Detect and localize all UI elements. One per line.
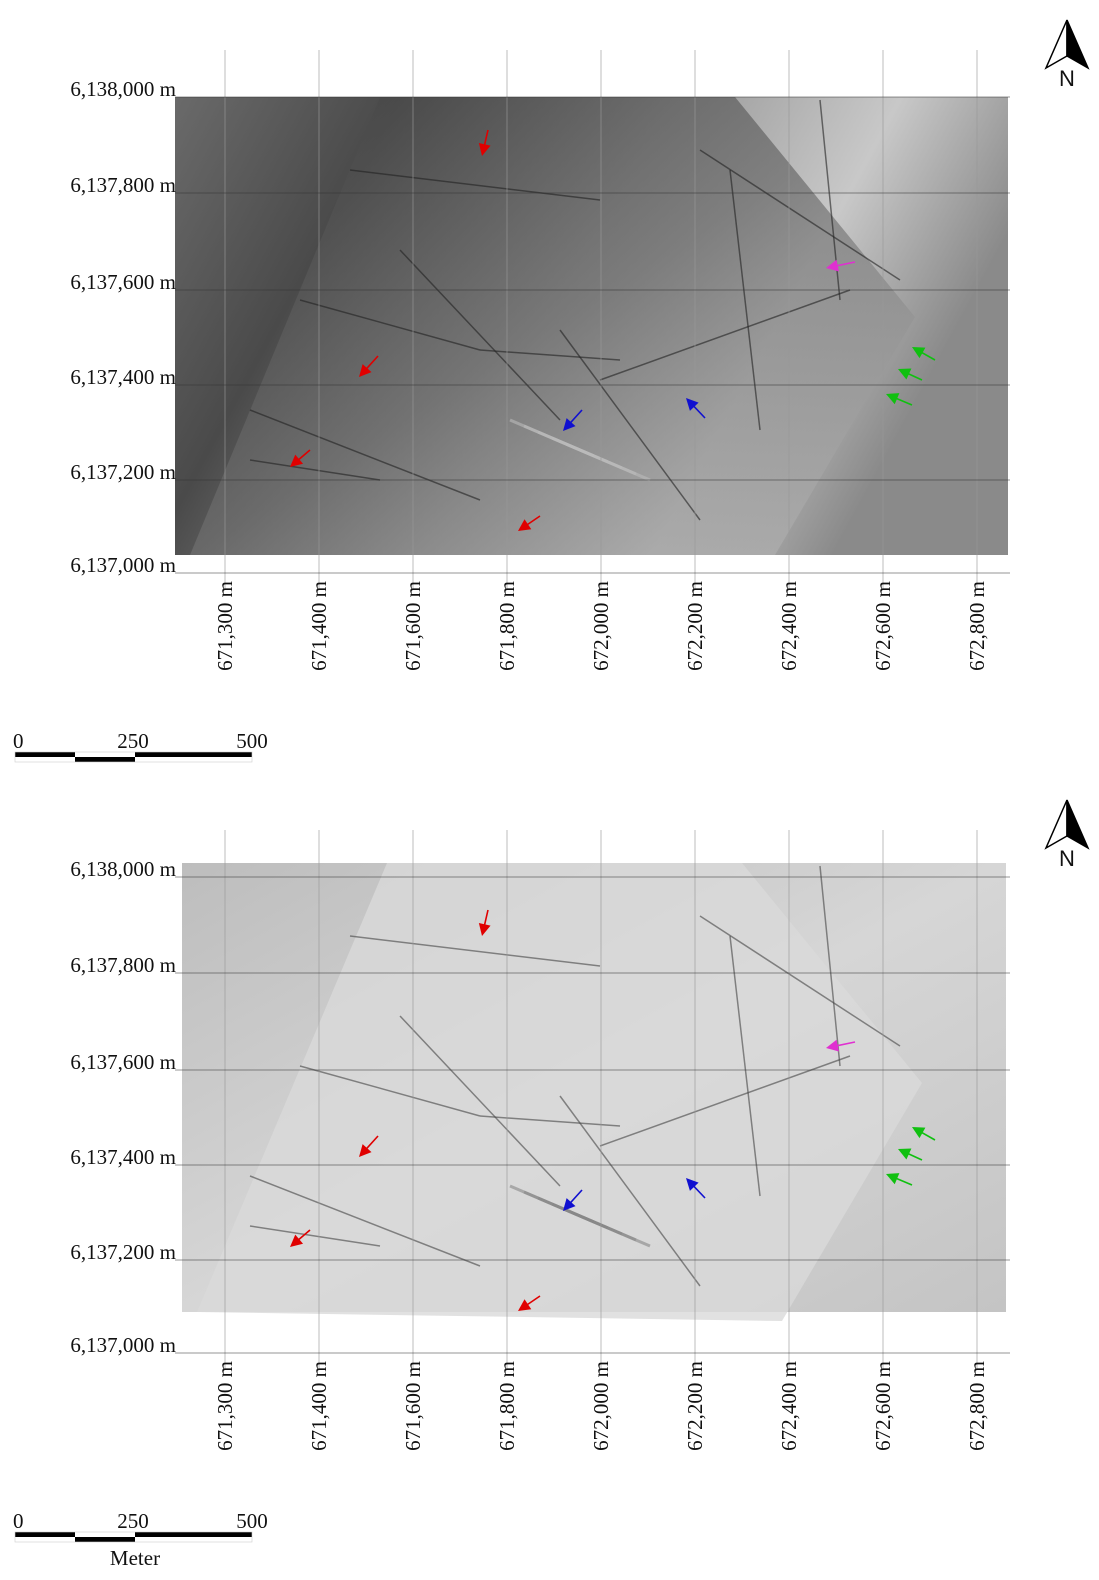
x-coordinate-label: 672,000 m — [589, 581, 613, 671]
arrow-head — [563, 1198, 576, 1211]
arrow-head — [478, 142, 491, 156]
arrow-head — [359, 364, 372, 377]
scale-segment — [135, 752, 252, 757]
arrow-head — [898, 1148, 912, 1160]
y-coordinate-label: 6,137,000 m — [70, 1333, 176, 1357]
arrow-head — [686, 398, 699, 411]
x-coordinate-label: 672,000 m — [589, 1361, 613, 1451]
scale-label: 500 — [236, 1509, 268, 1533]
terrain-feature — [299, 1065, 481, 1117]
y-coordinate-label: 6,137,800 m — [70, 953, 176, 977]
terrain-feature — [599, 1055, 851, 1147]
scale-segment — [75, 757, 135, 762]
scale-label: 0 — [13, 729, 24, 753]
x-coordinate-label: 672,400 m — [777, 1361, 801, 1451]
terrain-feature — [249, 1175, 481, 1267]
arrow-head — [518, 1299, 532, 1311]
scale-outline — [14, 1531, 253, 1543]
y-coordinate-label: 6,137,800 m — [70, 173, 176, 197]
x-coordinate-label: 671,300 m — [213, 1361, 237, 1451]
map-panel: 6,138,000 m 6,137,800 m 6,137,600 m 6,137,4… — [13, 799, 1090, 1570]
scale-outline — [14, 751, 253, 763]
arrow-head — [886, 393, 900, 405]
x-coordinate-label: 671,300 m — [213, 581, 237, 671]
north-arrow — [1066, 799, 1090, 850]
y-coordinate-label: 6,137,600 m — [70, 270, 176, 294]
arrow-head — [518, 519, 532, 531]
terrain-feature — [349, 169, 601, 201]
x-coordinate-label: 671,800 m — [495, 581, 519, 671]
scale-label: 0 — [13, 1509, 24, 1533]
scale-label: 250 — [117, 1509, 149, 1533]
terrain-feature — [249, 1225, 381, 1247]
x-coordinate-label: 671,800 m — [495, 1361, 519, 1451]
ridge — [579, 448, 651, 482]
x-coordinate-label: 672,600 m — [871, 1361, 895, 1451]
arrow-head — [359, 1144, 372, 1157]
terrain-feature — [729, 169, 761, 431]
terrain-feature — [819, 865, 841, 1067]
arrow-head — [290, 454, 304, 467]
terrain-feature — [399, 1015, 561, 1187]
north-arrow — [1066, 19, 1090, 70]
arrow-head — [886, 1173, 900, 1185]
terrain-feature — [479, 1115, 621, 1127]
scale-segment — [15, 1532, 75, 1537]
scale-label: 250 — [117, 729, 149, 753]
x-coordinate-label: 672,800 m — [965, 1361, 989, 1451]
forest-area — [190, 97, 915, 555]
x-coordinate-label: 672,200 m — [683, 581, 707, 671]
x-coordinate-label: 672,400 m — [777, 581, 801, 671]
arrow-head — [563, 418, 576, 431]
arrow-head — [826, 259, 839, 272]
y-coordinate-label: 6,137,400 m — [70, 1145, 176, 1169]
terrain-feature — [349, 935, 601, 967]
arrow-head — [912, 347, 926, 359]
terrain-feature — [559, 329, 701, 521]
x-coordinate-label: 671,600 m — [401, 581, 425, 671]
scale-segment — [135, 1532, 252, 1537]
terrain-feature — [249, 409, 481, 501]
y-coordinate-label: 6,137,000 m — [70, 553, 176, 577]
y-coordinate-label: 6,137,200 m — [70, 460, 176, 484]
terrain-feature — [599, 289, 851, 381]
terrain-feature — [699, 149, 901, 281]
y-coordinate-label: 6,137,200 m — [70, 1240, 176, 1264]
north-arrow — [1044, 19, 1068, 70]
x-coordinate-label: 671,400 m — [307, 581, 331, 671]
arrow-head — [826, 1039, 839, 1052]
terrain-feature — [699, 915, 901, 1047]
map-panel: 6,138,000 m 6,137,800 m 6,137,600 m 6,137,4… — [13, 19, 1090, 763]
y-coordinate-label: 6,138,000 m — [70, 857, 176, 881]
ridge — [579, 1214, 651, 1248]
x-coordinate-label: 671,400 m — [307, 1361, 331, 1451]
terrain-feature — [399, 249, 561, 421]
x-coordinate-label: 672,600 m — [871, 581, 895, 671]
north-label: N — [1059, 846, 1075, 871]
arrow-head — [478, 922, 491, 936]
terrain-feature — [249, 459, 381, 481]
y-coordinate-label: 6,137,400 m — [70, 365, 176, 389]
arrow-head — [912, 1127, 926, 1139]
x-coordinate-label: 672,200 m — [683, 1361, 707, 1451]
arrow-head — [686, 1178, 699, 1191]
north-label: N — [1059, 66, 1075, 91]
terrain-feature — [559, 1095, 701, 1287]
north-arrow — [1044, 799, 1068, 850]
scale-unit: Meter — [110, 1546, 160, 1570]
x-coordinate-label: 672,800 m — [965, 581, 989, 671]
terrain-feature — [299, 299, 481, 351]
terrain-feature — [729, 935, 761, 1197]
y-coordinate-label: 6,137,600 m — [70, 1050, 176, 1074]
forest-area — [197, 863, 922, 1321]
scale-segment — [15, 752, 75, 757]
scale-segment — [75, 1537, 135, 1542]
arrow-head — [290, 1234, 304, 1247]
arrow-head — [898, 368, 912, 380]
x-coordinate-label: 671,600 m — [401, 1361, 425, 1451]
y-coordinate-label: 6,138,000 m — [70, 77, 176, 101]
terrain-feature — [479, 349, 621, 361]
scale-label: 500 — [236, 729, 268, 753]
